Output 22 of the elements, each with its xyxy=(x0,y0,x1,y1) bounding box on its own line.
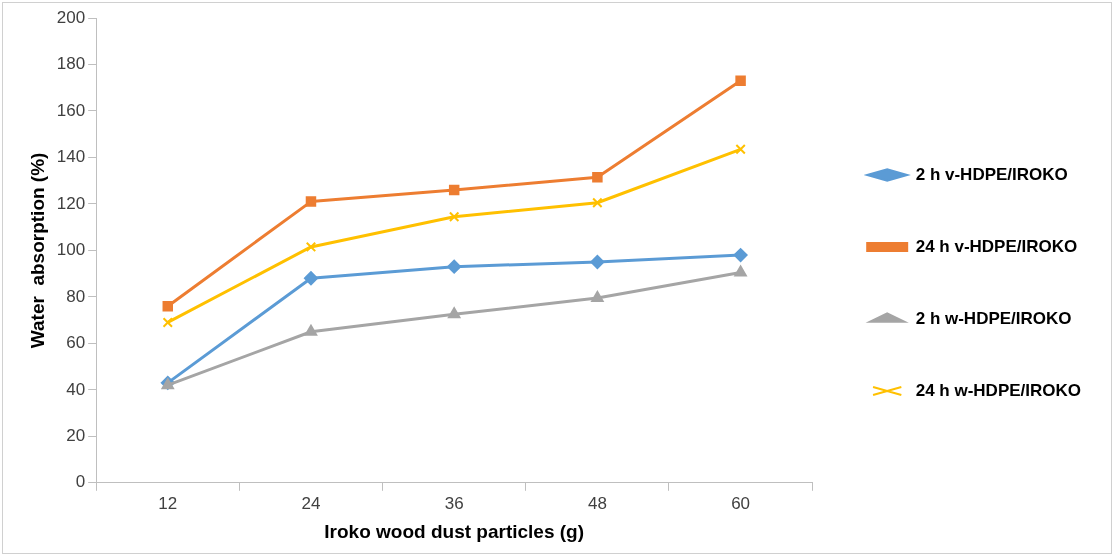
x-tick-label: 24 xyxy=(301,493,321,513)
y-tick-label: 60 xyxy=(66,333,86,353)
legend-label: 24 h w-HDPE/IROKO xyxy=(915,380,1082,400)
y-tick-label: 100 xyxy=(56,240,86,260)
y-tick-label: 40 xyxy=(66,379,86,399)
x-tick-label: 36 xyxy=(444,493,464,513)
y-tick-label: 200 xyxy=(56,7,86,27)
y-tick-label: 120 xyxy=(56,193,86,213)
y-tick-label: 140 xyxy=(56,147,86,167)
x-axis-title: Iroko wood dust particles (g) xyxy=(324,520,585,542)
y-tick-label: 20 xyxy=(66,426,86,446)
x-tick-label: 12 xyxy=(158,493,178,513)
legend-label: 2 h w-HDPE/IROKO xyxy=(915,308,1072,328)
x-tick-label: 60 xyxy=(731,493,751,513)
y-tick-label: 80 xyxy=(66,286,86,306)
legend-label: 2 h v-HDPE/IROKO xyxy=(915,164,1068,184)
x-tick-label: 48 xyxy=(587,493,607,513)
y-tick-label: 160 xyxy=(56,100,86,120)
legend-label: 24 h v-HDPE/IROKO xyxy=(915,236,1078,256)
y-tick-label: 180 xyxy=(56,54,86,74)
y-tick-label: 0 xyxy=(75,472,86,492)
y-axis-title: Water absorption (%) xyxy=(26,152,48,349)
